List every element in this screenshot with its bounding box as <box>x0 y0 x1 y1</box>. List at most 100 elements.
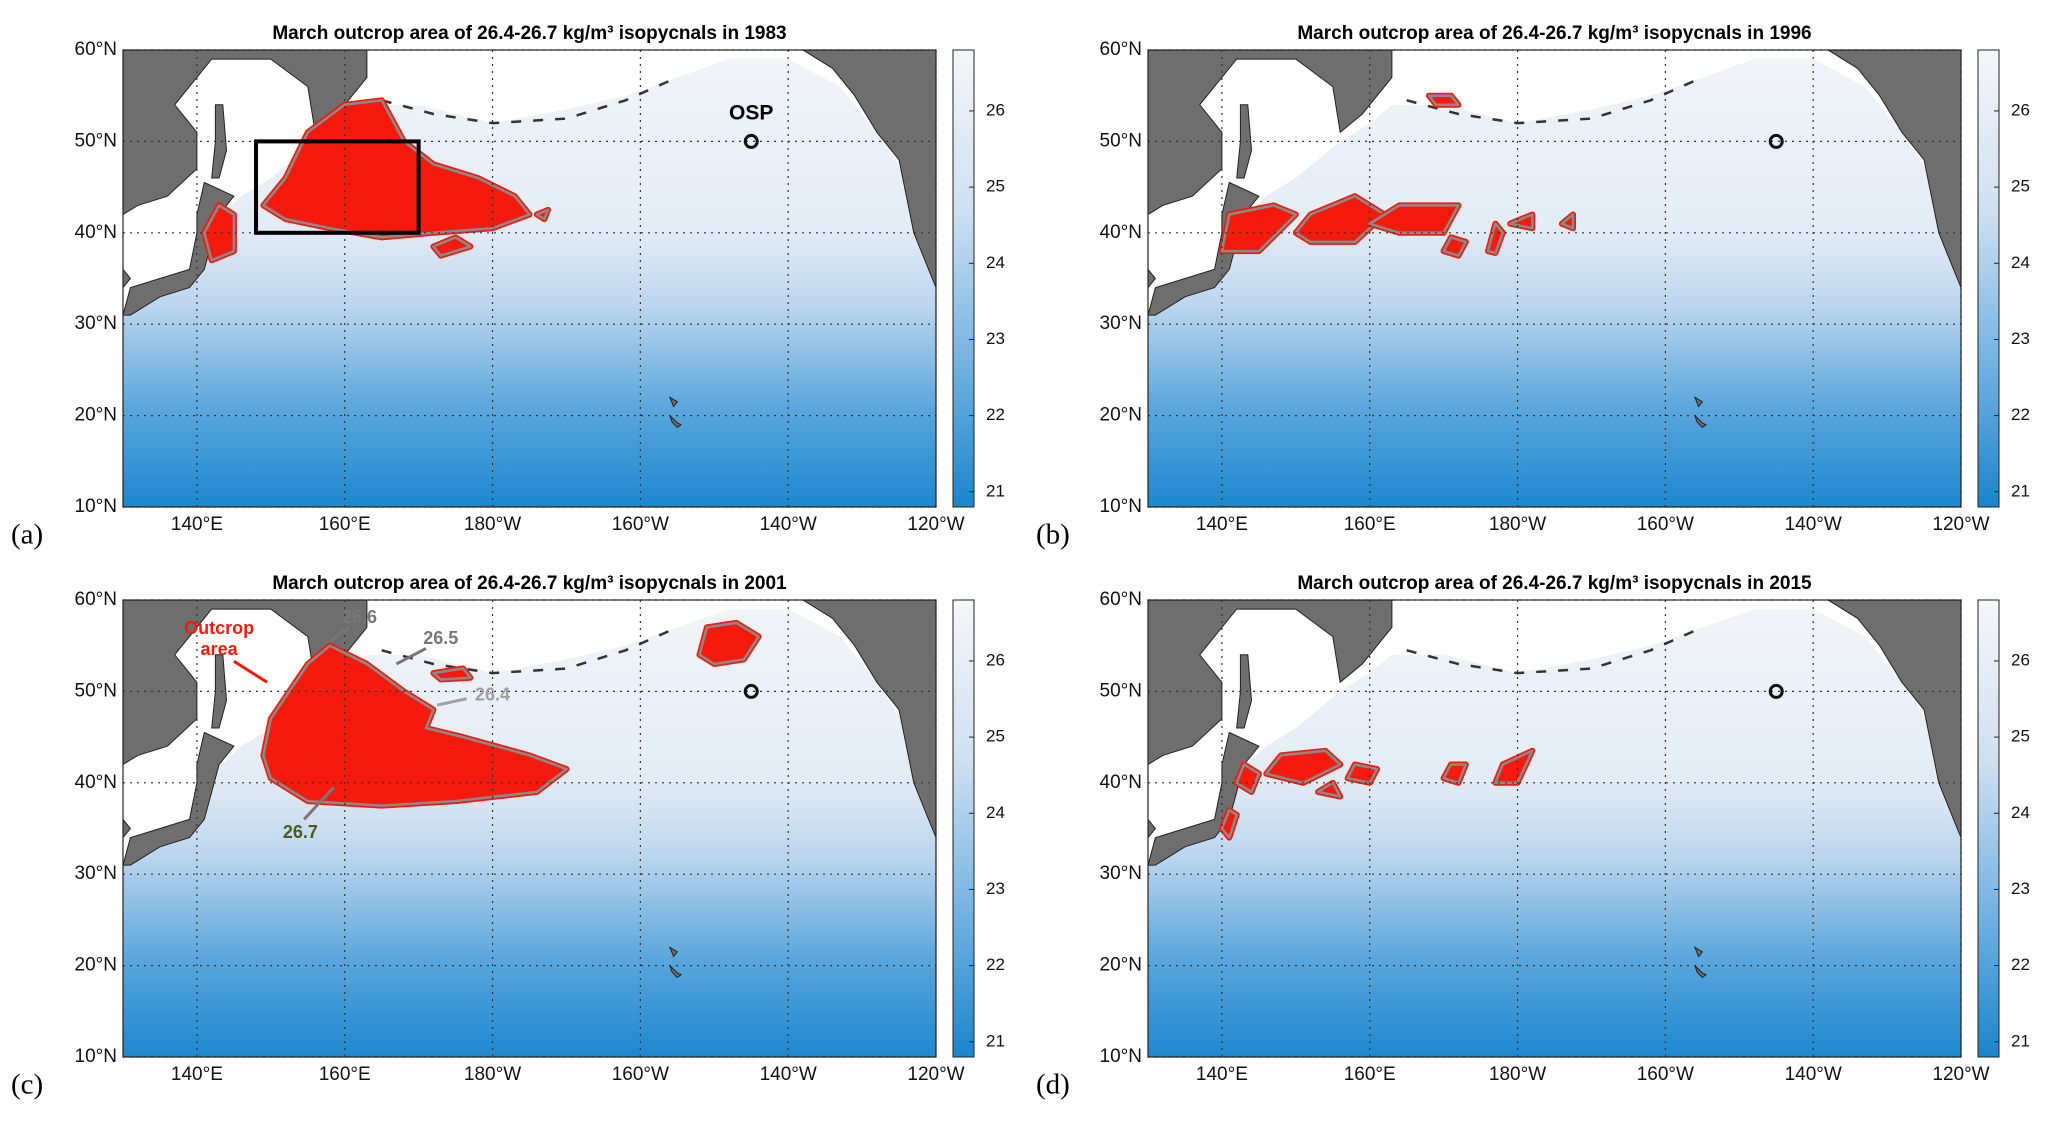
land <box>1148 50 1393 216</box>
island <box>669 415 682 429</box>
x-tick-label: 180°W <box>1489 1064 1546 1085</box>
land <box>1148 600 1393 766</box>
land <box>123 181 235 316</box>
y-tick-label: 10°N <box>75 1046 117 1067</box>
annotation-arrow <box>233 659 268 684</box>
x-tick-label: 160°W <box>612 1064 669 1085</box>
map-area <box>123 50 936 507</box>
island <box>1694 415 1707 429</box>
panel-label: (a) <box>11 519 43 551</box>
x-tick-label: 160°W <box>612 514 669 535</box>
x-tick-label: 120°W <box>907 514 964 535</box>
annotation: 26.7 <box>283 822 318 842</box>
y-tick-label: 30°N <box>1100 313 1142 334</box>
panel-title: March outcrop area of 26.4-26.7 kg/m³ is… <box>1297 23 1811 44</box>
isopycnal-contour <box>535 208 550 221</box>
island <box>1693 946 1704 958</box>
map-frame <box>122 599 937 1058</box>
x-tick-label: 160°W <box>1637 514 1694 535</box>
y-tick-label: 50°N <box>1100 130 1142 151</box>
x-tick-label: 120°W <box>1932 1064 1989 1085</box>
panel-title: March outcrop area of 26.4-26.7 kg/m³ is… <box>272 573 787 594</box>
x-tick-label: 160°E <box>1344 514 1396 535</box>
annotation-arrow <box>395 647 427 666</box>
panel-label: (c) <box>11 1069 43 1101</box>
land <box>123 268 132 289</box>
colorbar-tick-label: 25 <box>2011 177 2030 196</box>
colorbar-tick-label: 26 <box>986 650 1005 669</box>
y-tick-label: 60°N <box>75 39 117 60</box>
land <box>123 600 368 766</box>
annotation: OSP <box>729 102 773 125</box>
y-tick-label: 60°N <box>1100 589 1142 610</box>
island <box>1694 965 1707 979</box>
x-tick-label: 140°W <box>1785 514 1842 535</box>
land <box>1827 600 1961 838</box>
outcrop-area <box>1233 761 1262 795</box>
colorbar-tick-label: 24 <box>2011 253 2030 272</box>
land <box>1148 818 1157 839</box>
colorbar-tick-label: 26 <box>2011 650 2030 669</box>
colorbar-tick-label: 21 <box>986 481 1005 500</box>
map-frame <box>1147 49 1962 508</box>
y-tick-label: 40°N <box>75 222 117 243</box>
island <box>669 965 682 979</box>
land <box>1148 731 1260 866</box>
osp-station <box>743 133 759 149</box>
annotation: 26.5 <box>423 628 458 648</box>
y-tick-label: 40°N <box>1100 222 1142 243</box>
land <box>802 50 936 288</box>
colorbar-tick-label: 22 <box>986 405 1005 424</box>
colorbar-tick-label: 24 <box>986 803 1005 822</box>
aleutian-islands <box>381 76 678 125</box>
map-panel: 140°E 160°E 180°W 160°W 140°W 120°W 10°N 20°N 30… <box>1036 573 2030 1101</box>
x-tick-label: 140°E <box>1196 514 1248 535</box>
aleutian-islands <box>381 626 678 675</box>
y-tick-label: 50°N <box>75 680 117 701</box>
isopycnal-contour <box>1265 749 1342 785</box>
isopycnal-contour <box>1508 213 1534 230</box>
osp-station <box>1768 683 1784 699</box>
land <box>1827 50 1961 288</box>
colorbar-tick-label: 23 <box>2011 329 2030 348</box>
y-tick-label: 20°N <box>1100 405 1142 426</box>
annotation: 26.6 <box>342 607 377 627</box>
colorbar-tick-label: 22 <box>2011 955 2030 974</box>
x-tick-label: 180°W <box>464 514 521 535</box>
annotation: Outcrop <box>184 618 254 638</box>
x-tick-label: 180°W <box>464 1064 521 1085</box>
map-area <box>1148 50 1961 507</box>
study-box <box>254 139 421 235</box>
panel-title: March outcrop area of 26.4-26.7 kg/m³ is… <box>1297 573 1812 594</box>
x-tick-label: 160°E <box>319 514 371 535</box>
isopycnal-contour <box>1220 204 1298 253</box>
land <box>1148 268 1157 289</box>
map-panel: 140°E 160°E 180°W 160°W 140°W 120°W 10°N 20°N 30… <box>11 573 1005 1101</box>
y-tick-label: 30°N <box>75 863 117 884</box>
x-tick-label: 120°W <box>1932 514 1989 535</box>
osp-station <box>743 683 759 699</box>
isopycnal-contour <box>262 644 568 807</box>
isopycnal-contour <box>1368 204 1460 235</box>
land <box>123 50 368 216</box>
land <box>123 731 235 866</box>
colorbar-tick-label: 25 <box>2011 727 2030 746</box>
colorbar-tick-label: 26 <box>986 100 1005 119</box>
island <box>1693 396 1704 408</box>
aleutian-islands <box>1406 626 1703 675</box>
annotation: area <box>201 639 239 659</box>
isopycnal-contour <box>1494 749 1534 785</box>
ocean-density <box>1148 59 1961 507</box>
colorbar-tick-label: 21 <box>2011 481 2030 500</box>
x-tick-label: 180°W <box>1489 514 1546 535</box>
y-tick-label: 30°N <box>1100 863 1142 884</box>
x-tick-label: 160°W <box>1637 1064 1694 1085</box>
isopycnal-contour <box>1442 236 1468 257</box>
x-tick-label: 160°E <box>1344 1064 1396 1085</box>
colorbar-tick-label: 25 <box>986 177 1005 196</box>
land <box>802 600 936 838</box>
isopycnal-contour <box>1560 213 1575 230</box>
y-tick-label: 40°N <box>75 772 117 793</box>
isopycnal-contour <box>1442 763 1468 785</box>
